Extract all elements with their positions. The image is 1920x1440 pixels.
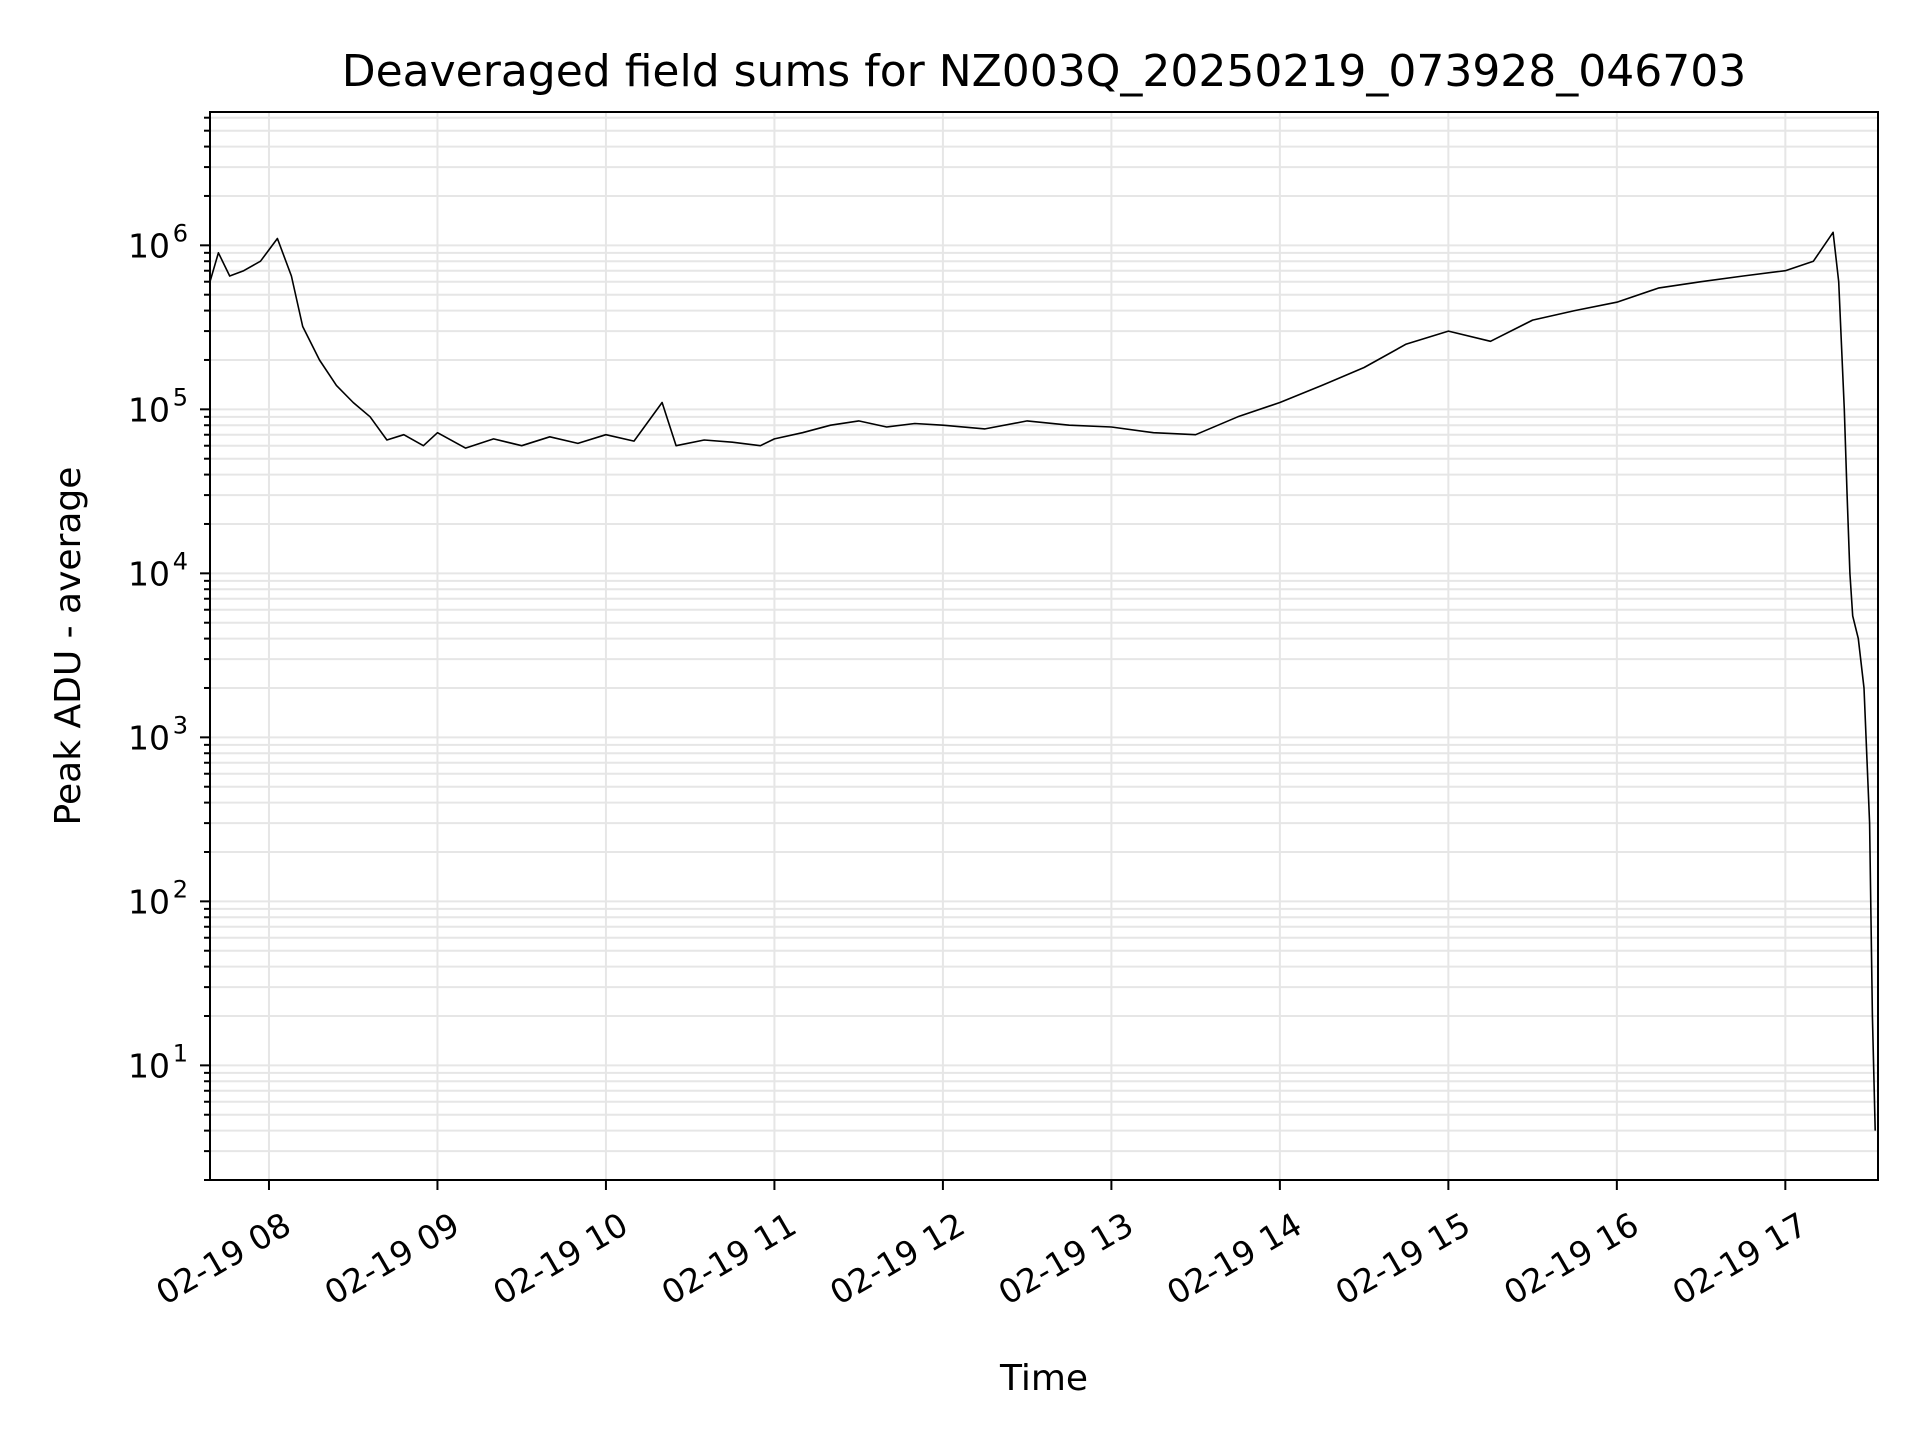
chart-title: Deaveraged field sums for NZ003Q_2025021…	[342, 46, 1747, 97]
y-tick-label: 10 2	[128, 875, 188, 921]
y-tick-label: 10 3	[128, 711, 188, 757]
y-tick-label: 10 4	[128, 547, 188, 593]
y-tick-base: 10	[128, 882, 170, 921]
x-axis-label: Time	[999, 1358, 1088, 1399]
y-tick-exponent: 4	[173, 547, 188, 575]
y-tick-exponent: 2	[173, 875, 188, 903]
plot-frame	[209, 111, 1879, 1181]
y-tick-exponent: 1	[173, 1039, 188, 1067]
grid	[210, 112, 1878, 1181]
y-axis-label: Peak ADU - average	[48, 467, 89, 826]
y-tick-base: 10	[128, 1046, 170, 1085]
y-tick-exponent: 5	[173, 383, 188, 411]
y-tick-label: 10 6	[128, 219, 188, 265]
y-tick-exponent: 6	[173, 219, 188, 247]
y-tick-base: 10	[128, 554, 170, 593]
y-tick-label: 10 1	[128, 1039, 188, 1085]
y-tick-base: 10	[128, 718, 170, 757]
series-layer	[209, 231, 1876, 1131]
y-tick-base: 10	[128, 390, 170, 429]
y-tick-base: 10	[128, 226, 170, 265]
y-tick-exponent: 3	[173, 711, 188, 739]
series-line	[209, 231, 1876, 1131]
y-tick-label: 10 5	[128, 383, 188, 429]
